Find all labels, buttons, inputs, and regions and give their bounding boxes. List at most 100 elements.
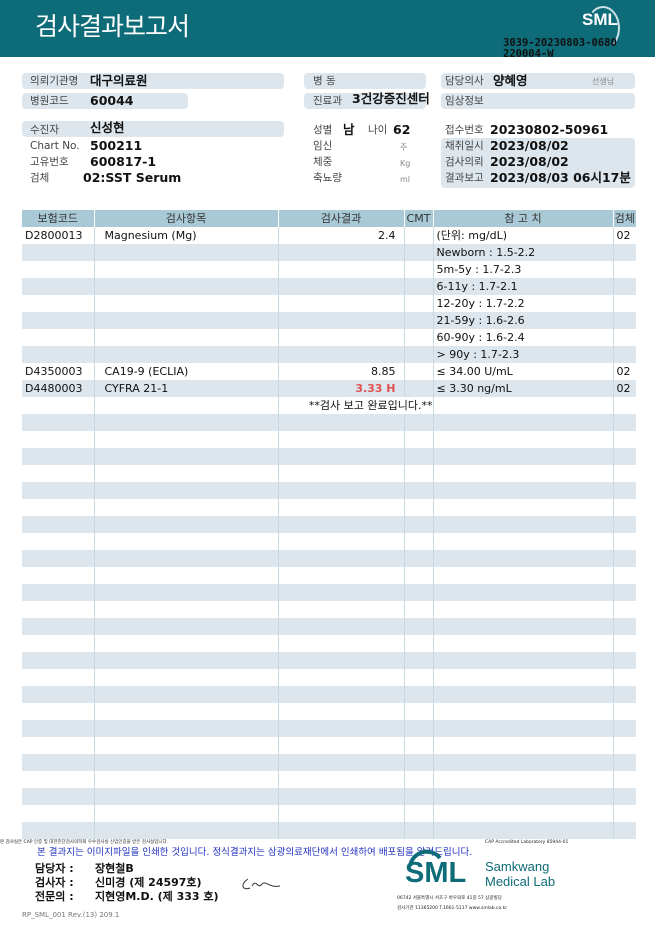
cell-empty [93, 635, 278, 652]
cell-reference: 12-20y : 1.7-2.2 [432, 295, 613, 312]
cell-empty [403, 635, 433, 652]
table-row [22, 737, 636, 754]
cell-empty [93, 737, 278, 754]
cell-empty [612, 397, 636, 414]
field-box [22, 93, 188, 109]
cell-insurance-code [22, 329, 94, 346]
cell-empty [93, 584, 278, 601]
table-row: 12-20y : 1.7-2.2 [22, 295, 636, 312]
document-number: 3039-20230803-0680 220004-W [503, 38, 617, 60]
cell-empty [432, 601, 613, 618]
cell-empty [277, 635, 404, 652]
cell-result [277, 346, 404, 363]
cell-empty [403, 414, 433, 431]
cell-empty [22, 788, 94, 805]
cell-specimen [612, 346, 636, 363]
cell-empty [432, 431, 613, 448]
cell-empty [22, 703, 94, 720]
sml-logo: SML [582, 6, 620, 50]
table-row [22, 448, 636, 465]
table-row: 6-11y : 1.7-2.1 [22, 278, 636, 295]
report-time-value: 2023/08/03 06시17분 [490, 170, 631, 185]
chart-label: Chart No. [30, 140, 80, 152]
cell-empty [22, 601, 94, 618]
staff-specialist: 전문의 : 지현영M.D. (제 333 호) [35, 890, 219, 904]
cell-result [277, 278, 404, 295]
cell-empty [93, 397, 278, 414]
lab-logo-arc-icon [408, 849, 442, 867]
cell-insurance-code [22, 244, 94, 261]
cell-empty [612, 465, 636, 482]
cell-empty [22, 635, 94, 652]
staff-name: 장현철B [95, 862, 134, 875]
cell-empty [432, 669, 613, 686]
cell-reference: 21-59y : 1.6-2.6 [432, 312, 613, 329]
cell-empty [403, 482, 433, 499]
cell-cmt [403, 261, 433, 278]
cap-note: 본 검사실은 CAP 인증 및 대한진단검사의학회 우수검사실 신임인증을 받은… [0, 840, 169, 845]
col-reference: 참 고 치 [432, 210, 613, 227]
report-title: 검사결과보고서 [35, 12, 190, 41]
cell-empty [277, 584, 404, 601]
cell-test-item [93, 295, 278, 312]
cell-empty [22, 754, 94, 771]
cell-result: 2.4 [277, 227, 404, 244]
logo-arc-icon [586, 6, 620, 50]
cell-empty [277, 533, 404, 550]
cell-empty [93, 482, 278, 499]
table-row: D4350003 CA19-9 (ECLIA) 8.85 ≤ 34.00 U/mL 02 [22, 363, 636, 380]
cell-empty [22, 397, 94, 414]
cell-empty [403, 754, 433, 771]
staff-tester: 검사자 : 신미경 (제 24597호) [35, 876, 219, 890]
cell-specimen: 02 [612, 380, 636, 397]
collect-value: 2023/08/02 [490, 138, 569, 153]
collect-label: 채취일시 [445, 140, 484, 152]
cell-empty [612, 822, 636, 839]
cell-empty [612, 788, 636, 805]
institution-label: 의뢰기관명 [30, 75, 79, 87]
weight-label: 체중 [313, 156, 333, 168]
cell-empty [612, 652, 636, 669]
cell-empty [277, 771, 404, 788]
report-time-label: 결과보고 [445, 172, 484, 184]
cell-empty [277, 737, 404, 754]
lab-name-line-1: Samkwang [485, 859, 550, 874]
cell-empty [277, 805, 404, 822]
cell-result [277, 261, 404, 278]
doctor-value: 양혜영 [493, 73, 528, 88]
cell-specimen [612, 278, 636, 295]
table-row: 21-59y : 1.6-2.6 [22, 312, 636, 329]
cell-reference: (단위: mg/dL) [432, 227, 613, 244]
cell-empty [403, 822, 433, 839]
cell-empty [277, 669, 404, 686]
staff-name: 지현영M.D. (제 333 호) [95, 890, 219, 903]
table-row [22, 822, 636, 839]
cell-empty [432, 499, 613, 516]
image-note: 본 결과지는 이미지파일을 인쇄한 것입니다. 정식결과지는 삼광의료재단에서 … [37, 847, 473, 858]
cell-insurance-code [22, 295, 94, 312]
table-row [22, 618, 636, 635]
cell-empty [22, 720, 94, 737]
lab-contact: 검사기관 11365200 T.1661-5117 www.smlab.co.k… [397, 906, 508, 911]
cell-empty [432, 465, 613, 482]
cell-empty [432, 397, 613, 414]
lab-address: 06742 서울특별시 서초구 바우뫼로 41길 57 삼광빌딩 [397, 896, 502, 901]
cell-empty [432, 516, 613, 533]
sex-label: 성별 [313, 124, 333, 136]
table-row [22, 414, 636, 431]
patient-label: 수진자 [30, 124, 59, 136]
urine-label: 축뇨량 [313, 172, 342, 184]
cell-empty [403, 720, 433, 737]
doctor-label: 담당의사 [445, 75, 484, 87]
staff-label: 전문의 : [35, 890, 74, 903]
cell-cmt [403, 346, 433, 363]
cell-reference: ≤ 3.30 ng/mL [432, 380, 613, 397]
cell-empty [432, 737, 613, 754]
cell-specimen [612, 312, 636, 329]
signature-icon [242, 878, 281, 890]
cell-empty [277, 567, 404, 584]
cell-empty [612, 533, 636, 550]
cell-empty [93, 754, 278, 771]
cell-empty [277, 618, 404, 635]
specimen-label: 검체 [30, 172, 50, 184]
